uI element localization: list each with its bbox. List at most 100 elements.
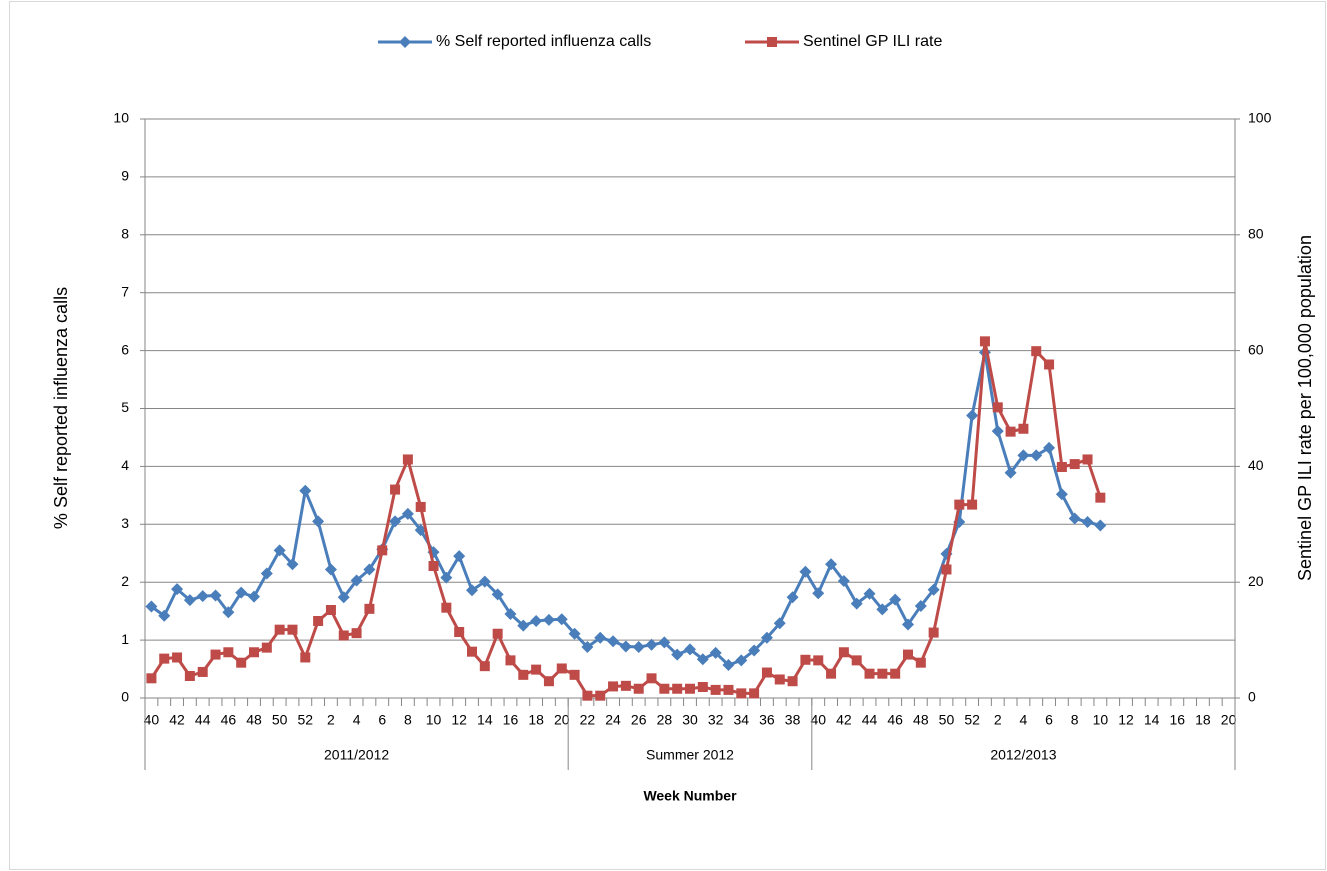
x-tick-label: 16 <box>1170 712 1186 728</box>
data-point <box>479 661 490 672</box>
data-point <box>722 658 735 671</box>
x-tick-label: 12 <box>451 712 467 728</box>
data-point <box>428 560 439 571</box>
chart-border <box>9 1 1326 870</box>
x-tick-label: 4 <box>353 712 361 728</box>
x-tick-label: 34 <box>734 712 750 728</box>
data-point <box>184 670 195 681</box>
data-point <box>967 499 978 510</box>
data-point <box>172 652 183 663</box>
y-tick-label: 0 <box>121 689 129 705</box>
data-point <box>749 688 760 699</box>
data-point <box>324 563 337 576</box>
data-point <box>632 641 645 654</box>
x-tick-label: 2 <box>327 712 335 728</box>
data-point <box>338 630 349 641</box>
x-tick-label: 24 <box>605 712 621 728</box>
data-point <box>505 655 516 666</box>
x-tick-label: 36 <box>759 712 775 728</box>
data-point <box>671 648 684 661</box>
y-tick-label: 4 <box>121 457 129 473</box>
y2-tick-label: 40 <box>1248 457 1264 473</box>
x-tick-label: 16 <box>503 712 519 728</box>
data-point <box>594 631 607 644</box>
x-tick-label: 28 <box>657 712 673 728</box>
data-point <box>440 571 453 584</box>
data-point <box>299 484 312 497</box>
data-point <box>1055 488 1068 501</box>
data-point <box>273 544 286 557</box>
data-point <box>979 336 990 347</box>
data-point <box>300 652 311 663</box>
data-point <box>774 674 785 685</box>
data-point <box>582 690 593 701</box>
data-point <box>478 575 491 588</box>
data-point <box>363 563 376 576</box>
legend-marker <box>399 36 411 48</box>
data-point <box>390 484 401 495</box>
x-tick-label: 20 <box>554 712 570 728</box>
data-point <box>146 673 157 684</box>
data-point <box>364 603 375 614</box>
data-point <box>838 647 849 658</box>
x-tick-label: 26 <box>631 712 647 728</box>
x-tick-label: 46 <box>887 712 903 728</box>
data-point <box>851 655 862 666</box>
x-tick-label: 38 <box>785 712 801 728</box>
data-point <box>274 624 285 635</box>
data-point <box>864 668 875 679</box>
data-point <box>1004 466 1017 479</box>
y2-axis-title: Sentinel GP ILI rate per 100,000 populat… <box>1295 235 1315 581</box>
data-point <box>286 558 299 571</box>
data-point <box>684 643 696 656</box>
data-point <box>260 567 273 580</box>
data-point <box>389 515 402 528</box>
data-point <box>672 683 683 694</box>
data-point <box>556 663 567 674</box>
data-point <box>197 666 208 677</box>
data-point <box>543 676 554 687</box>
data-point <box>799 565 812 578</box>
data-point <box>760 631 773 644</box>
data-point <box>171 583 184 596</box>
x-tick-label: 2 <box>994 712 1002 728</box>
data-point <box>850 597 863 610</box>
data-point <box>210 649 221 660</box>
x-tick-label: 22 <box>580 712 596 728</box>
data-point <box>1005 426 1016 437</box>
data-point <box>902 618 914 631</box>
data-point <box>927 583 940 596</box>
data-point <box>491 588 504 601</box>
x-tick-label: 44 <box>862 712 878 728</box>
data-point <box>568 627 581 640</box>
y-tick-label: 9 <box>121 168 129 184</box>
y-axis-title: % Self reported influenza calls <box>51 287 71 529</box>
y2-tick-label: 20 <box>1248 573 1264 589</box>
x-tick-label: 8 <box>1071 712 1079 728</box>
y2-tick-label: 60 <box>1248 341 1264 357</box>
data-point <box>569 669 580 680</box>
group-label: Summer 2012 <box>646 747 734 763</box>
data-point <box>992 402 1003 413</box>
x-tick-label: 18 <box>528 712 544 728</box>
x-tick-label: 40 <box>144 712 160 728</box>
data-point <box>723 684 734 695</box>
data-point <box>1017 449 1030 462</box>
data-point <box>517 619 530 632</box>
data-point <box>773 617 786 630</box>
data-point <box>236 657 247 668</box>
x-tick-label: 8 <box>404 712 412 728</box>
y-tick-label: 2 <box>121 573 129 589</box>
data-point <box>1056 461 1067 472</box>
y-tick-label: 6 <box>121 341 129 357</box>
x-tick-label: 52 <box>298 712 314 728</box>
data-point <box>1068 512 1081 525</box>
data-point <box>837 575 850 588</box>
x-tick-label: 50 <box>939 712 955 728</box>
x-tick-label: 18 <box>1195 712 1211 728</box>
data-point <box>504 608 517 621</box>
x-tick-label: 48 <box>246 712 262 728</box>
data-point <box>903 649 913 660</box>
data-point <box>518 669 529 680</box>
